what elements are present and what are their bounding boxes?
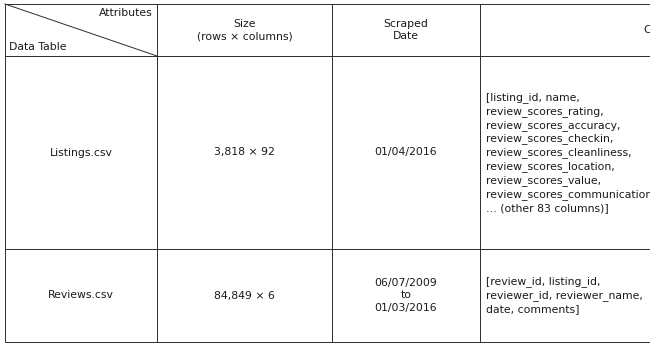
Text: 84,849 × 6: 84,849 × 6 xyxy=(214,290,275,300)
Text: Attributes: Attributes xyxy=(99,8,153,18)
Text: 06/07/2009
to
01/03/2016: 06/07/2009 to 01/03/2016 xyxy=(374,278,437,313)
Text: Columns: Columns xyxy=(644,25,650,35)
Text: Scraped
Date: Scraped Date xyxy=(384,19,428,41)
Text: 01/04/2016: 01/04/2016 xyxy=(374,148,437,158)
Text: Reviews.csv: Reviews.csv xyxy=(48,290,114,300)
Text: 3,818 × 92: 3,818 × 92 xyxy=(214,148,275,158)
Text: Data Table: Data Table xyxy=(9,42,66,52)
Text: Size
(rows × columns): Size (rows × columns) xyxy=(196,19,292,41)
Text: [listing_id, name,
review_scores_rating,
review_scores_accuracy,
review_scores_c: [listing_id, name, review_scores_rating,… xyxy=(486,92,650,213)
Text: Listings.csv: Listings.csv xyxy=(49,148,112,158)
Text: [review_id, listing_id,
reviewer_id, reviewer_name,
date, comments]: [review_id, listing_id, reviewer_id, rev… xyxy=(486,277,643,314)
